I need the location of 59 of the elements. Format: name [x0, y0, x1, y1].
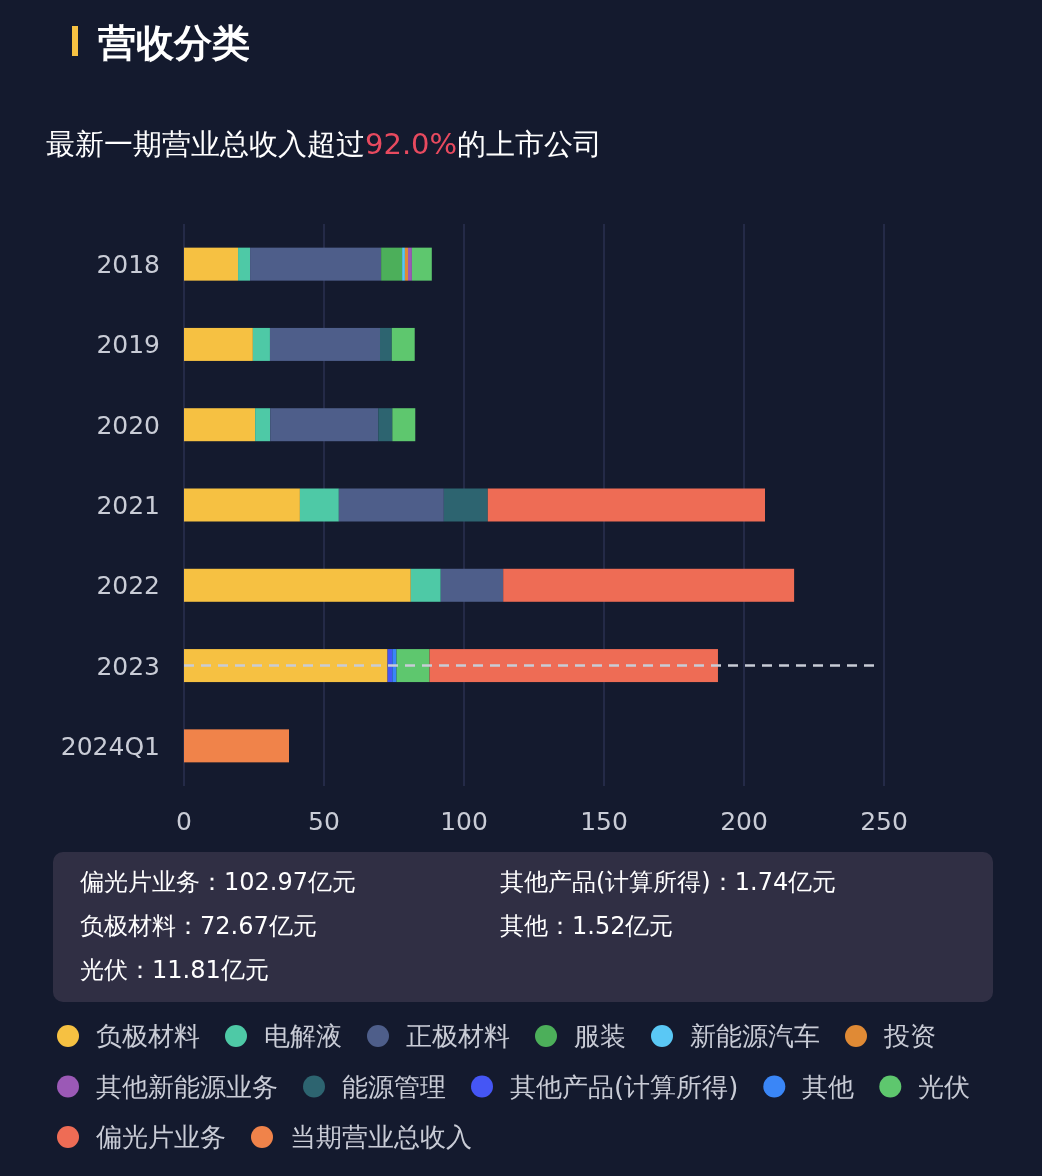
bar	[378, 408, 393, 442]
legend-label: 新能源汽车	[690, 1021, 820, 1051]
legend-label: 其他产品(计算所得)	[510, 1071, 739, 1102]
x-tick-label: 200	[720, 807, 768, 836]
bar	[440, 568, 504, 602]
bar	[255, 408, 271, 442]
bar	[299, 488, 339, 522]
y-tick-label: 2024Q1	[60, 731, 160, 761]
bar	[408, 247, 412, 281]
y-tick-label: 2018	[96, 250, 160, 280]
bar	[380, 327, 392, 361]
legend-label: 光伏	[918, 1071, 971, 1102]
x-tick-label: 50	[308, 807, 340, 836]
bar	[392, 649, 397, 683]
legend-label: 偏光片业务	[96, 1122, 226, 1152]
x-tick-label: 100	[440, 807, 488, 836]
y-tick-label: 2022	[96, 571, 160, 601]
bar	[250, 247, 382, 281]
bar	[443, 488, 488, 522]
bar	[429, 649, 718, 683]
x-tick-label: 0	[176, 807, 192, 836]
x-tick-label: 250	[860, 807, 908, 836]
bar	[381, 247, 403, 281]
bar	[487, 488, 765, 522]
bar	[238, 247, 251, 281]
legend-label: 当期营业总收入	[290, 1122, 472, 1152]
bar	[338, 488, 444, 522]
bar	[396, 649, 430, 683]
legend-label: 能源管理	[342, 1071, 446, 1102]
bar	[184, 729, 289, 763]
legend-label: 负极材料	[96, 1021, 200, 1051]
bar	[184, 649, 388, 683]
bar	[184, 568, 411, 602]
bar	[392, 408, 416, 442]
bar	[184, 247, 239, 281]
y-tick-label: 2019	[96, 330, 160, 360]
chart-title: 营收分类	[98, 21, 250, 65]
tooltip: 偏光片业务：102.97亿元 负极材料：72.67亿元 光伏：11.81亿元 其他产品(计算所得)：1.74亿元 其他：1.52亿元	[53, 852, 993, 1002]
y-tick-label: 2021	[96, 491, 160, 520]
legend-label: 电解液	[264, 1021, 342, 1051]
bar	[269, 327, 380, 361]
bar	[410, 568, 441, 602]
bar	[184, 408, 256, 442]
bar	[411, 247, 432, 281]
bar	[252, 327, 270, 361]
bar	[184, 327, 253, 361]
x-tick-label: 150	[580, 807, 628, 836]
bar	[184, 488, 300, 522]
y-tick-label: 2023	[96, 651, 160, 681]
legend-label: 服装	[574, 1021, 626, 1051]
legend-label: 投资	[883, 1021, 936, 1051]
bar	[270, 408, 379, 442]
legend-label: 其他	[802, 1071, 855, 1102]
bar	[391, 327, 415, 361]
bar	[503, 568, 795, 602]
legend-label: 其他新能源业务	[96, 1071, 278, 1102]
legend-label: 正极材料	[406, 1021, 510, 1051]
chart-subtitle: 最新一期营业总收入超过92.0%的上市公司	[46, 127, 603, 161]
y-tick-label: 2020	[96, 410, 160, 440]
